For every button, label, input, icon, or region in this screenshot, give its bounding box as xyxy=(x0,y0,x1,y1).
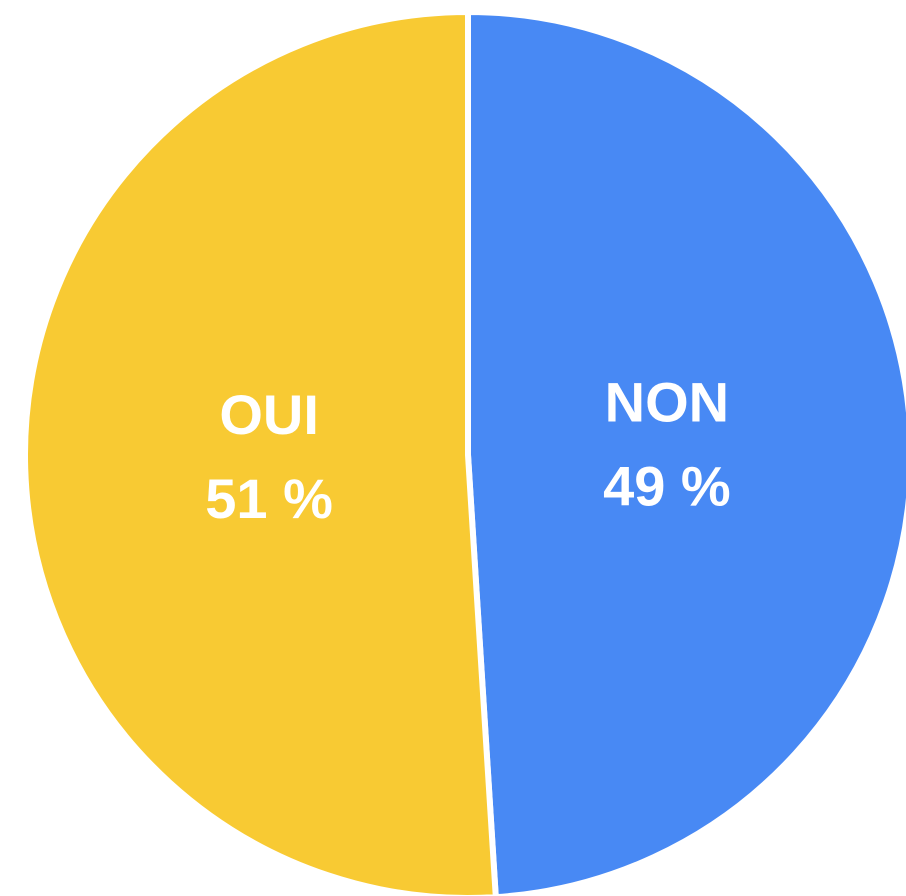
pie-slice xyxy=(465,9,906,896)
slice-value-label: 51 % xyxy=(205,467,333,530)
slice-value-label: 49 % xyxy=(603,455,731,518)
slice-category-label: NON xyxy=(605,371,729,434)
pie-slice xyxy=(22,9,499,896)
slice-category-label: OUI xyxy=(219,383,319,446)
